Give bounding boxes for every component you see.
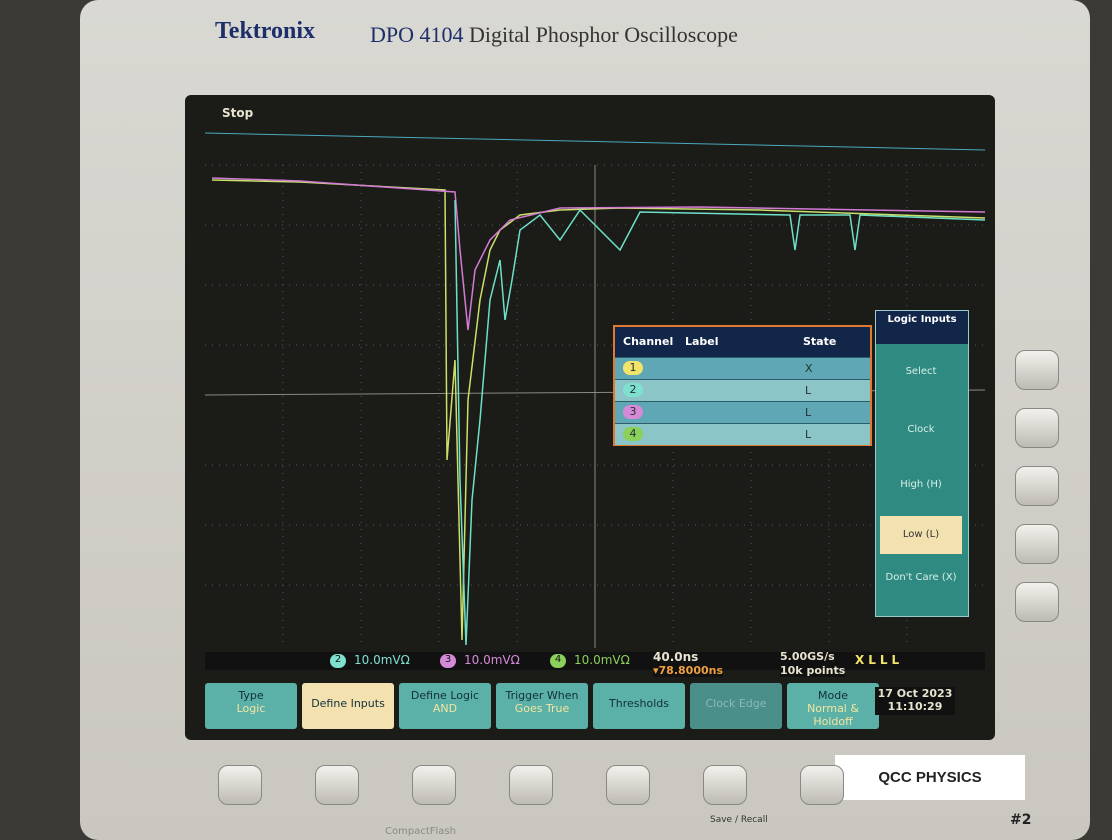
side-bezel-button[interactable] [1015, 408, 1059, 448]
channel-badge: 3 [623, 405, 643, 419]
side-menu-item[interactable]: High (H) [880, 466, 962, 504]
channel-state: L [805, 406, 811, 419]
bottom-menu-button[interactable]: Clock Edge [690, 683, 782, 729]
bottom-menu-button[interactable]: Thresholds [593, 683, 685, 729]
channel-badge: 2 [623, 383, 643, 397]
channel-scale: 10.0mVΩ [464, 653, 520, 667]
channel-badge: 3 [440, 654, 456, 668]
button-label: Define Inputs [302, 683, 394, 710]
record-bar [205, 133, 985, 150]
body: Tektronix DPO 4104 Digital Phosphor Osci… [0, 0, 1112, 840]
photo: Tektronix DPO 4104 Digital Phosphor Osci… [0, 0, 1112, 840]
button-value: Goes True [496, 702, 588, 715]
timebase-scale: 40.0ns [653, 650, 698, 664]
button-label: Mode [787, 683, 879, 702]
bezel-button[interactable] [509, 765, 553, 805]
side-menu-title: Logic Inputs [876, 311, 968, 344]
bezel-button[interactable] [606, 765, 650, 805]
column-header: State [803, 335, 836, 348]
side-menu: Logic Inputs Select Clock High (H) Low (L) Do… [875, 310, 969, 617]
logic-pattern: XLLL [855, 653, 903, 667]
button-label: Trigger When [496, 683, 588, 702]
button-label: Clock Edge [690, 683, 782, 710]
bezel-button[interactable] [218, 765, 262, 805]
channel-badge: 4 [623, 427, 643, 441]
channel-state: X [805, 362, 813, 375]
bottom-menu-button[interactable]: Define Inputs [302, 683, 394, 729]
save-recall-label: Save / Recall [710, 815, 768, 825]
channel-scale: 10.0mVΩ [354, 653, 410, 667]
unit-number: #2 [1010, 812, 1031, 828]
time: 11:10:29 [875, 700, 955, 713]
side-bezel-button[interactable] [1015, 524, 1059, 564]
channel-badge: 2 [330, 654, 346, 668]
side-menu-item[interactable]: Select [880, 353, 962, 391]
column-header: Label [685, 335, 719, 348]
bezel-button[interactable] [800, 765, 844, 805]
channel-state: L [805, 384, 811, 397]
side-bezel-button[interactable] [1015, 466, 1059, 506]
side-menu-item[interactable]: Don't Care (X) [880, 566, 962, 609]
channel-scale: 10.0mVΩ [574, 653, 630, 667]
button-value: Logic [205, 702, 297, 715]
side-bezel-button[interactable] [1015, 582, 1059, 622]
trigger-position: ▾78.8000ns [653, 664, 723, 677]
side-bezel-button[interactable] [1015, 350, 1059, 390]
table-header: Channel Label State [615, 327, 870, 357]
side-menu-item[interactable]: Clock [880, 411, 962, 449]
card-slot-label: CompactFlash [385, 826, 456, 837]
channel-state: L [805, 428, 811, 441]
date: 17 Oct 2023 [875, 687, 955, 700]
button-label: Type [205, 683, 297, 702]
asset-label: QCC PHYSICS [835, 755, 1025, 800]
page: Oscilloscope {"header": {"brand": "Tektr… [0, 0, 1112, 840]
column-header: Channel [623, 335, 673, 348]
bezel-button[interactable] [412, 765, 456, 805]
channel-badge: 1 [623, 361, 643, 375]
channel-3-trace [212, 178, 985, 330]
button-value: AND [399, 702, 491, 715]
record-length: 10k points [780, 664, 845, 677]
button-value: Normal & Holdoff [787, 702, 879, 728]
button-label: Thresholds [593, 683, 685, 710]
bezel-button[interactable] [315, 765, 359, 805]
button-label: Define Logic [399, 683, 491, 702]
channel-badge: 4 [550, 654, 566, 668]
side-menu-item[interactable]: Low (L) [880, 516, 962, 554]
sample-rate: 5.00GS/s [780, 650, 835, 663]
bezel-button[interactable] [703, 765, 747, 805]
